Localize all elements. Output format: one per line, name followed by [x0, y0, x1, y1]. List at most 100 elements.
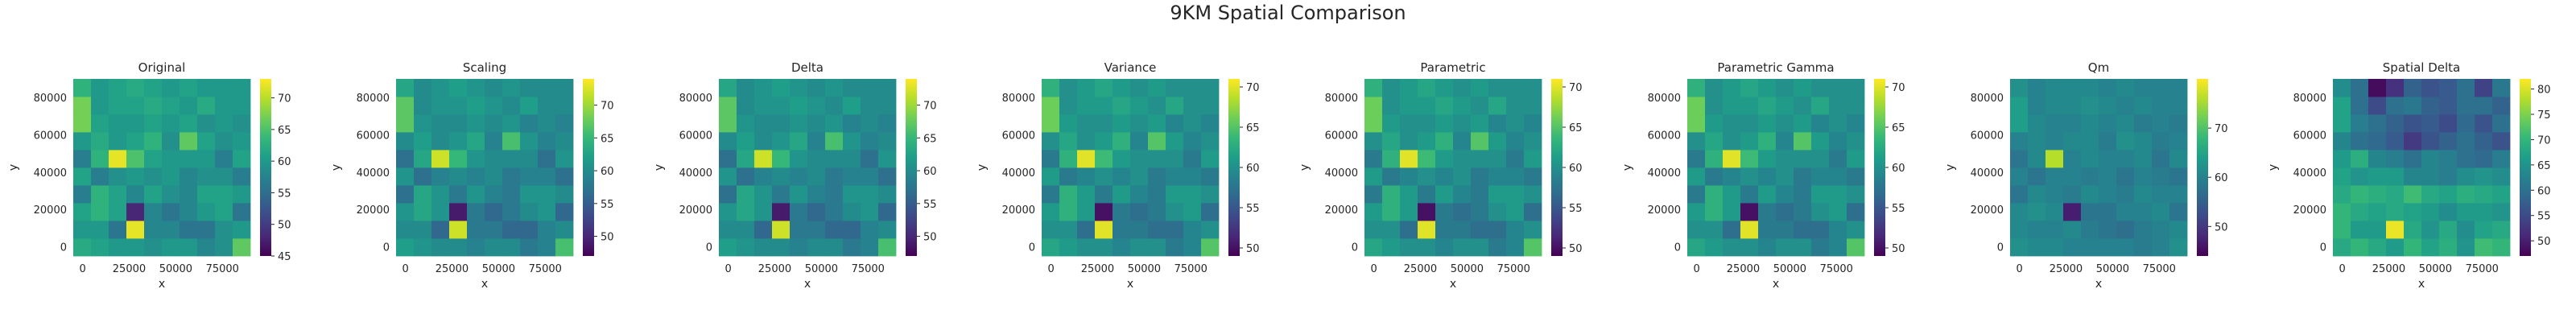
heatmap-cell	[2475, 221, 2493, 239]
heatmap-cell	[538, 150, 556, 168]
colorbar-tick-label: 70	[278, 93, 291, 105]
heatmap-cell	[1201, 114, 1220, 133]
heatmap-cell	[520, 238, 539, 257]
heatmap-cell	[126, 97, 145, 115]
heatmap-cell	[1506, 79, 1525, 97]
heatmap-cell	[126, 185, 145, 204]
heatmap-cell	[861, 203, 879, 221]
heatmap-cell	[2152, 238, 2170, 257]
x-tick-label: 0	[79, 263, 85, 275]
y-tick-label: 80000	[1971, 93, 2004, 105]
heatmap-cell	[2046, 185, 2064, 204]
heatmap-cell	[109, 79, 127, 97]
heatmap-cell	[1847, 97, 1865, 115]
heatmap-cell	[1488, 150, 1507, 168]
y-tick-label: 0	[2320, 242, 2326, 254]
heatmap-cell	[1453, 221, 1472, 239]
heatmap-cell	[1077, 238, 1096, 257]
heatmap-cell	[2333, 150, 2351, 168]
heatmap-cell	[2333, 221, 2351, 239]
heatmap-cell	[719, 132, 737, 151]
heatmap-cell	[197, 114, 216, 133]
heatmap-cell	[1506, 238, 1525, 257]
heatmap-cell	[1183, 150, 1202, 168]
heatmap-cell	[2421, 221, 2440, 239]
heatmap-cell	[1705, 150, 1724, 168]
heatmap-cell	[2457, 167, 2475, 186]
heatmap-cell	[861, 238, 879, 257]
heatmap-cell	[538, 114, 556, 133]
colorbar-tick-label: 65	[601, 133, 614, 145]
colorbar-tick-label: 50	[2537, 236, 2551, 248]
heatmap-cell	[2492, 203, 2511, 221]
heatmap-cell	[502, 167, 521, 186]
heatmap-cell	[449, 79, 468, 97]
heatmap-cell	[1705, 221, 1724, 239]
heatmap-cell	[197, 238, 216, 257]
heatmap-cell	[449, 132, 468, 151]
heatmap-cell	[719, 167, 737, 186]
x-axis-label: x	[804, 278, 811, 291]
heatmap-cell	[396, 150, 415, 168]
heatmap-cell	[1148, 238, 1166, 257]
heatmap-cell	[414, 185, 432, 204]
heatmap-cell	[861, 114, 879, 133]
heatmap-cell	[233, 132, 251, 151]
heatmap-cell	[790, 79, 808, 97]
heatmap-cell	[2010, 185, 2029, 204]
heatmap-cell	[2351, 238, 2369, 257]
heatmap-cell	[2028, 167, 2046, 186]
heatmap-cell	[1723, 185, 1741, 204]
x-tick-label: 50000	[159, 263, 192, 275]
heatmap-cell	[449, 150, 468, 168]
heatmap-cell	[2046, 79, 2064, 97]
heatmap-cell	[109, 97, 127, 115]
x-tick-label: 50000	[2096, 263, 2129, 275]
heatmap-cell	[2457, 203, 2475, 221]
x-tick-label: 75000	[2466, 263, 2499, 275]
heatmap-cell	[2134, 97, 2153, 115]
heatmap-cell	[1059, 167, 1078, 186]
heatmap-cell	[162, 238, 180, 257]
heatmap-cell	[2028, 203, 2046, 221]
heatmap-cell	[843, 238, 861, 257]
heatmap-cell	[861, 132, 879, 151]
heatmap-cell	[2333, 114, 2351, 133]
heatmap-cell	[449, 203, 468, 221]
heatmap-cell	[467, 238, 485, 257]
heatmap-cell	[807, 79, 826, 97]
heatmap-cell	[2116, 79, 2135, 97]
heatmap-cell	[520, 167, 539, 186]
heatmap-cell	[1400, 132, 1418, 151]
heatmap-cell	[502, 238, 521, 257]
heatmap-cell	[180, 185, 198, 204]
heatmap-cell	[2421, 150, 2440, 168]
heatmap-cell	[1453, 238, 1472, 257]
colorbar-tick-label: 80	[2537, 85, 2551, 97]
heatmap-cell	[2351, 203, 2369, 221]
heatmap-cell	[2386, 97, 2405, 115]
heatmap-cell	[414, 221, 432, 239]
heatmap-cell	[2475, 97, 2493, 115]
heatmap-cell	[91, 238, 109, 257]
colorbar-tick-label: 65	[1569, 122, 1583, 134]
heatmap-cell	[1811, 167, 1830, 186]
heatmap-cell	[2368, 114, 2387, 133]
heatmap-cell	[2152, 79, 2170, 97]
colorbar-tick-label: 55	[923, 199, 937, 211]
heatmap-cell	[520, 221, 539, 239]
heatmap-cell	[1811, 132, 1830, 151]
heatmap-cell	[878, 97, 897, 115]
heatmap-cell	[2457, 79, 2475, 97]
heatmap-cell	[1418, 221, 1436, 239]
heatmap-cell	[467, 114, 485, 133]
heatmap-cell	[1740, 97, 1759, 115]
x-tick-label: 50000	[482, 263, 515, 275]
heatmap-cell	[449, 238, 468, 257]
panel-delta: Delta 0 20000 40000 60000 80000 0 25000 50000 750…	[653, 60, 937, 291]
heatmap-cell	[2028, 185, 2046, 204]
heatmap-cell	[2169, 114, 2188, 133]
heatmap-cell	[1183, 185, 1202, 204]
heatmap-cell	[2475, 114, 2493, 133]
heatmap-cell	[180, 150, 198, 168]
